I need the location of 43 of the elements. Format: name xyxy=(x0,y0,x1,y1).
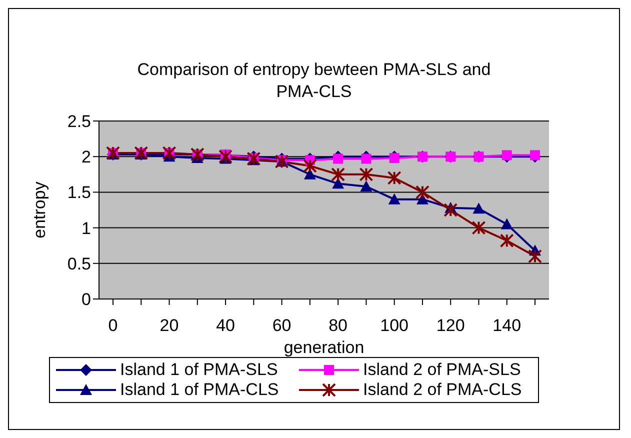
x-tick-label: 0 xyxy=(108,316,118,336)
point xyxy=(472,220,486,235)
point xyxy=(361,154,372,164)
point xyxy=(502,150,512,160)
point xyxy=(332,178,344,189)
point xyxy=(359,167,374,182)
x-tick-label: 80 xyxy=(328,316,348,336)
point xyxy=(331,167,346,182)
point xyxy=(360,180,372,192)
legend-label: Island 1 of PMA-CLS xyxy=(120,380,279,400)
y-tick-label: 2.5 xyxy=(67,112,91,132)
point xyxy=(472,202,485,214)
y-tick-label: 2 xyxy=(82,148,91,167)
point xyxy=(333,154,344,164)
y-tick-label: 0.5 xyxy=(67,254,91,274)
x-axis-title: generation xyxy=(284,338,364,357)
x-tick-label: 100 xyxy=(380,316,409,336)
x-tick-label: 140 xyxy=(492,316,522,336)
legend-label: Island 2 of PMA-SLS xyxy=(363,360,521,380)
legend-label: Island 1 of PMA-SLS xyxy=(120,360,278,380)
point xyxy=(530,150,540,160)
x-tick-label: 40 xyxy=(216,316,235,336)
y-tick-label: 0 xyxy=(82,290,91,310)
y-tick-label: 1.5 xyxy=(67,183,91,202)
y-axis-title: entropy xyxy=(30,181,50,238)
point xyxy=(246,152,261,166)
point xyxy=(304,168,316,180)
x-tick-label: 60 xyxy=(272,316,292,336)
point xyxy=(389,153,400,164)
point xyxy=(444,203,458,217)
point xyxy=(415,185,430,200)
point xyxy=(528,249,542,264)
point xyxy=(302,158,317,173)
legend-label: Island 2 of PMA-CLS xyxy=(363,380,522,400)
point xyxy=(500,234,514,248)
x-tick-label: 20 xyxy=(160,316,179,336)
chart-title: Comparison of entropy bewteen PMA-SLS and PMA-CLS xyxy=(136,59,492,103)
point xyxy=(388,193,400,204)
point xyxy=(500,218,513,230)
x-tick-label: 120 xyxy=(436,316,465,336)
point xyxy=(387,170,402,185)
point xyxy=(218,150,233,164)
y-tick-label: 1 xyxy=(82,218,91,238)
